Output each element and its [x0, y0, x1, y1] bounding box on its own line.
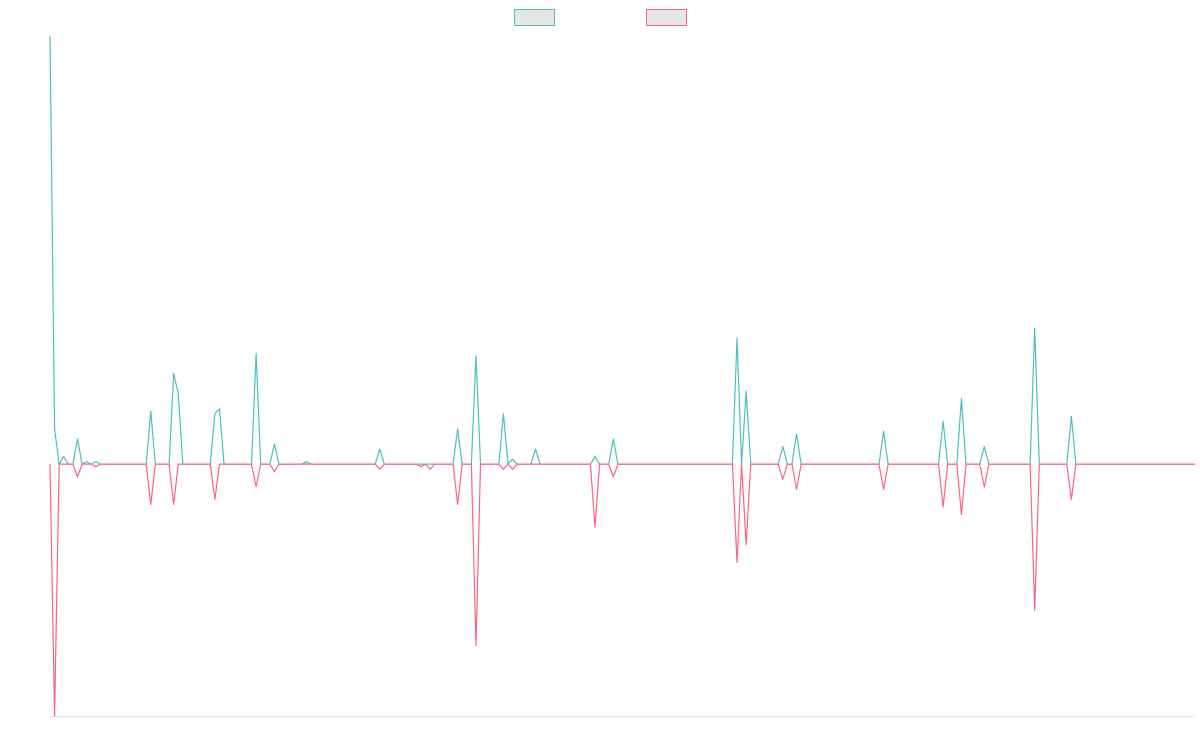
- series-line-1: [49, 35, 1195, 465]
- legend-swatch-2[interactable]: [646, 9, 687, 26]
- series-line-2: [49, 463, 1195, 717]
- legend-swatch-1[interactable]: [514, 9, 555, 26]
- chart-legend: [514, 9, 687, 26]
- plot-area: [49, 35, 1195, 717]
